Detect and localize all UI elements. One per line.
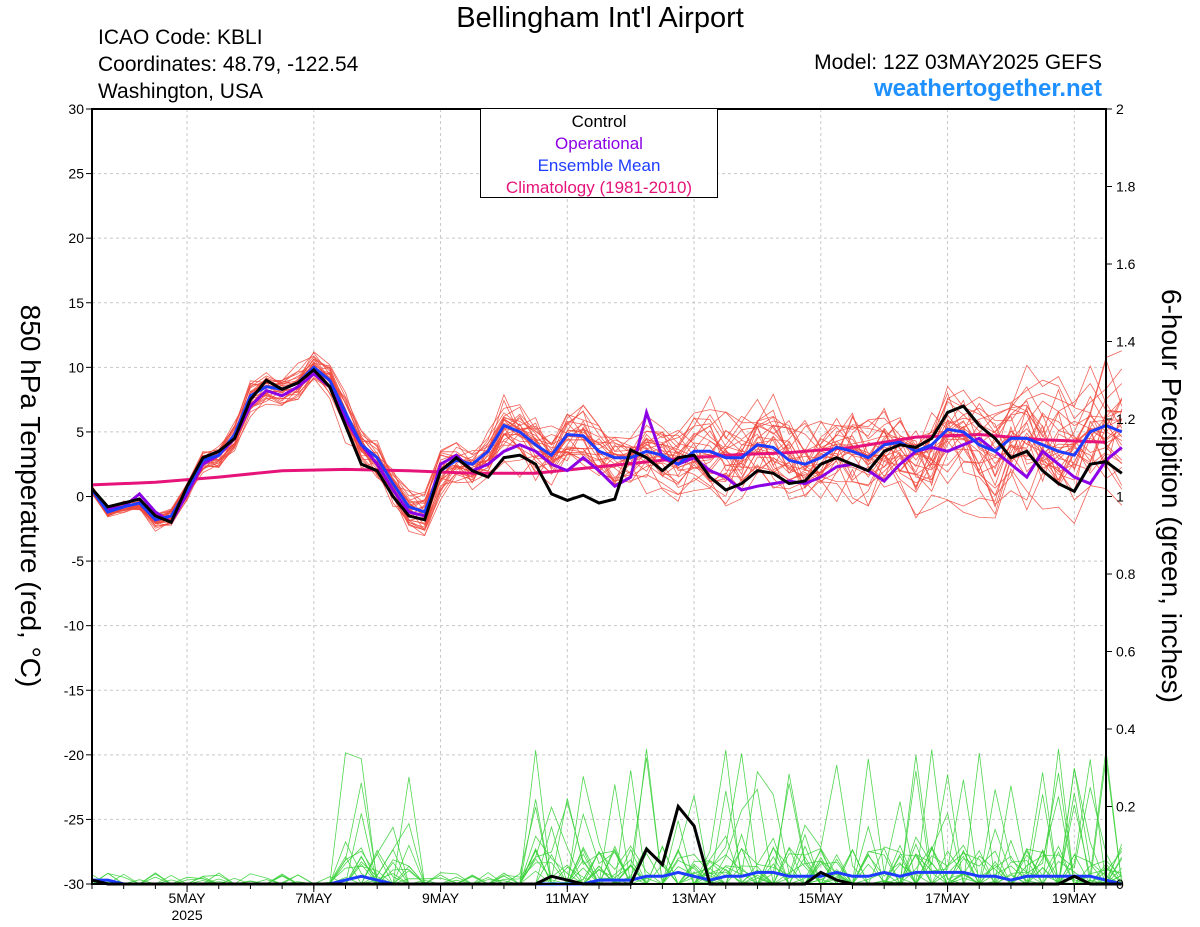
- y-tick-label: -10: [64, 618, 84, 634]
- y-tick-label: 10: [68, 359, 84, 375]
- legend-climatology: Climatology (1981-2010): [505, 178, 693, 197]
- y-tick-label: -20: [64, 747, 84, 763]
- x-tick-label: 11MAY: [545, 890, 589, 906]
- member-temp-line: [91, 377, 1123, 519]
- member-temp-line: [91, 372, 1123, 522]
- y2-tick-label: 0.8: [1116, 566, 1136, 582]
- chart-title: Bellingham Int'l Airport: [456, 2, 744, 34]
- axis-ticks: 302520151050-5-10-15-20-25-3021.81.61.41…: [64, 101, 1136, 923]
- y2-tick-label: 0.6: [1116, 644, 1136, 660]
- x-tick-sublabel: 2025: [171, 907, 202, 923]
- x-tick-label: 7MAY: [295, 890, 333, 906]
- y2-tick-label: 1.6: [1116, 256, 1136, 272]
- member-temp-line: [91, 364, 1123, 531]
- y2-tick-label: 0.2: [1116, 799, 1136, 815]
- site-link[interactable]: weathertogether.net: [873, 75, 1102, 102]
- y2-tick-label: 1.8: [1116, 179, 1136, 195]
- member-temp-line: [91, 376, 1123, 530]
- y-tick-label: 30: [68, 101, 84, 117]
- y2-tick-label: 1.4: [1116, 334, 1136, 350]
- control-line: [90, 367, 1123, 525]
- member-temp-line: [91, 361, 1123, 531]
- y2-tick-label: 1: [1116, 489, 1124, 505]
- y2-tick-label: 0.4: [1116, 721, 1136, 737]
- x-tick-label: 15MAY: [798, 890, 844, 906]
- member-temp-line: [91, 378, 1123, 528]
- icao-code: ICAO Code: KBLI: [98, 26, 263, 49]
- highlight-series: [90, 365, 1123, 886]
- ensemble-mean-line: [90, 365, 1123, 522]
- y2-tick-label: 1.2: [1116, 411, 1136, 427]
- legend: Control Operational Ensemble Mean Climat…: [480, 108, 718, 198]
- y-tick-label: 20: [68, 230, 84, 246]
- x-tick-label: 19MAY: [1052, 890, 1098, 906]
- x-tick-label: 5MAY: [169, 890, 207, 906]
- location: Washington, USA: [98, 80, 263, 103]
- climatology-line: [91, 432, 1107, 487]
- y-tick-label: 5: [76, 424, 84, 440]
- legend-control: Control: [571, 112, 627, 131]
- y2-tick-label: 0: [1116, 876, 1124, 892]
- y-tick-label: -5: [72, 553, 85, 569]
- operational-line: [90, 371, 1123, 525]
- legend-ensemble-mean: Ensemble Mean: [537, 156, 661, 175]
- y-tick-label: -30: [64, 876, 84, 892]
- grid-lines: [92, 109, 1106, 884]
- model-run: Model: 12Z 03MAY2025 GEFS: [814, 51, 1102, 74]
- coordinates: Coordinates: 48.79, -122.54: [98, 53, 359, 76]
- x-tick-label: 17MAY: [925, 890, 971, 906]
- y-tick-label: 25: [68, 166, 84, 182]
- y2-tick-label: 2: [1116, 101, 1124, 117]
- y-tick-label: -25: [64, 811, 84, 827]
- y-tick-label: -15: [64, 682, 84, 698]
- y-tick-label: 0: [76, 489, 84, 505]
- x-tick-label: 9MAY: [422, 890, 460, 906]
- y-tick-label: 15: [68, 295, 84, 311]
- ensemble-members: [91, 350, 1123, 886]
- x-tick-label: 13MAY: [672, 890, 718, 906]
- legend-operational: Operational: [555, 134, 643, 153]
